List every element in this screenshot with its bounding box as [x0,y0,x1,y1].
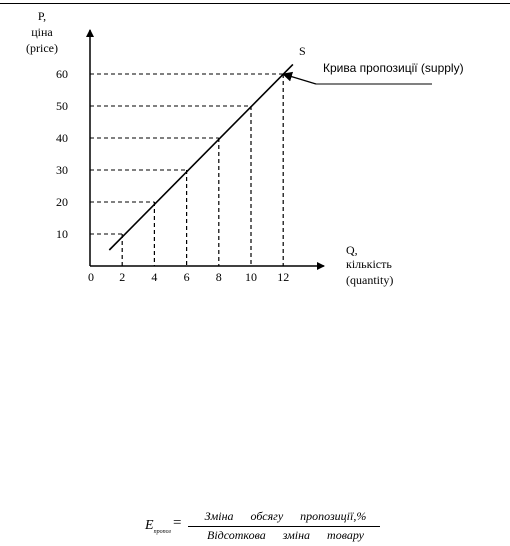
x-tick-label-6: 6 [184,270,190,284]
y-axis-label-line-2: ціна [31,25,53,39]
y-tick-label-60: 60 [56,67,68,81]
elasticity-formula: Eпропоз = Зміна обсягу пропозиції,% Відс… [143,509,383,545]
fraction-bar [188,526,380,527]
x-tick-label-8: 8 [216,270,222,284]
supply-annotation: Крива пропозиції (supply) [323,61,464,75]
x-axis-label-line-1: Q, [346,243,358,257]
supply-series-label: S [299,44,306,58]
formula-equals: = [173,515,182,531]
guide-lines [90,73,284,266]
y-tick-label-40: 40 [56,131,68,145]
x-tick-labels: 2 4 6 8 10 12 [119,270,289,284]
formula-denominator: Відсоткова зміна товару [207,528,364,542]
supply-curve-line [108,63,294,251]
formula-numerator: Зміна обсягу пропозиції,% [204,509,367,523]
y-tick-label-30: 30 [56,163,68,177]
x-tick-label-4: 4 [151,270,157,284]
x-axis-label-line-3: (quantity) [346,273,393,287]
x-axis-label-line-2: кількість [346,257,392,271]
y-axis-label-line-3: (price) [26,41,58,55]
x-tick-label-2: 2 [119,270,125,284]
x-tick-label-12: 12 [277,270,289,284]
y-axis-label-line-1: P, [38,9,46,23]
top-rule [0,3,510,4]
y-tick-labels: 10 20 30 40 50 60 [56,67,68,241]
y-tick-label-50: 50 [56,99,68,113]
annotation-arrow [282,71,317,85]
supply-chart: P, ціна (price) Q, кількість (quantity) … [26,9,464,287]
x-origin-label: 0 [88,270,94,284]
y-tick-label-20: 20 [56,195,68,209]
formula-lhs: Eпропоз [145,518,171,535]
x-tick-label-10: 10 [245,270,257,284]
y-tick-label-10: 10 [56,227,68,241]
formula-lhs-letter: E [145,518,154,533]
formula-lhs-subscript: пропоз [153,528,171,535]
